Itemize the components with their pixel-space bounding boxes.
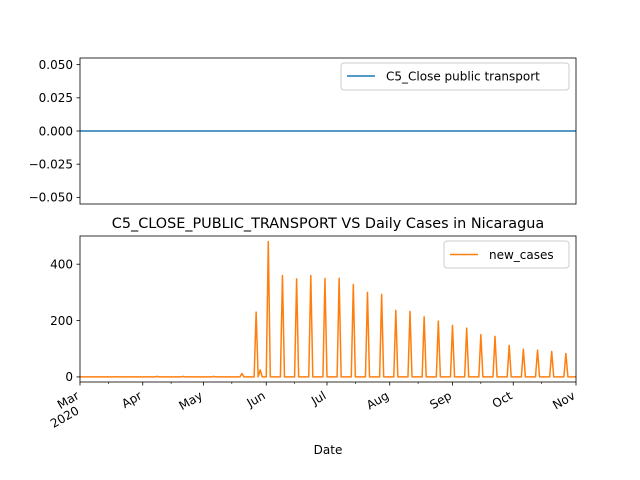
top-y-tick-label: 0.000 <box>39 124 73 138</box>
bottom-axes: C5_CLOSE_PUBLIC_TRANSPORT VS Daily Cases… <box>48 216 577 457</box>
top-legend: C5_Close public transport <box>340 62 570 91</box>
top-legend-label: C5_Close public transport <box>386 70 540 84</box>
bottom-series-line <box>80 240 576 378</box>
bottom-x-tick-label: Jul <box>308 388 328 408</box>
bottom-chart-title: C5_CLOSE_PUBLIC_TRANSPORT VS Daily Cases… <box>112 216 544 232</box>
top-axes-frame <box>79 57 577 205</box>
bottom-legend: new_cases <box>443 240 570 269</box>
bottom-series-group <box>80 240 576 378</box>
top-legend-box <box>340 62 570 91</box>
bottom-y-tick-label: 0 <box>65 370 73 384</box>
bottom-legend-box <box>443 240 570 269</box>
bottom-axes-frame <box>79 235 577 383</box>
bottom-y-ticks: 0 200 400 <box>50 257 80 384</box>
top-y-ticks: −0.050 −0.025 0.000 0.025 0.050 <box>29 58 80 205</box>
top-y-tick-label: 0.050 <box>39 58 73 72</box>
top-y-tick-label: 0.025 <box>39 91 73 105</box>
x-axis-label: Date <box>314 443 343 457</box>
top-axes: −0.050 −0.025 0.000 0.025 0.050 C5_Close pub… <box>29 57 577 205</box>
top-y-tick-label: −0.050 <box>29 191 73 205</box>
top-y-tick-label: −0.025 <box>29 157 73 171</box>
bottom-legend-label: new_cases <box>489 248 554 262</box>
bottom-y-tick-label: 200 <box>50 314 73 328</box>
bottom-y-tick-label: 400 <box>50 257 73 271</box>
